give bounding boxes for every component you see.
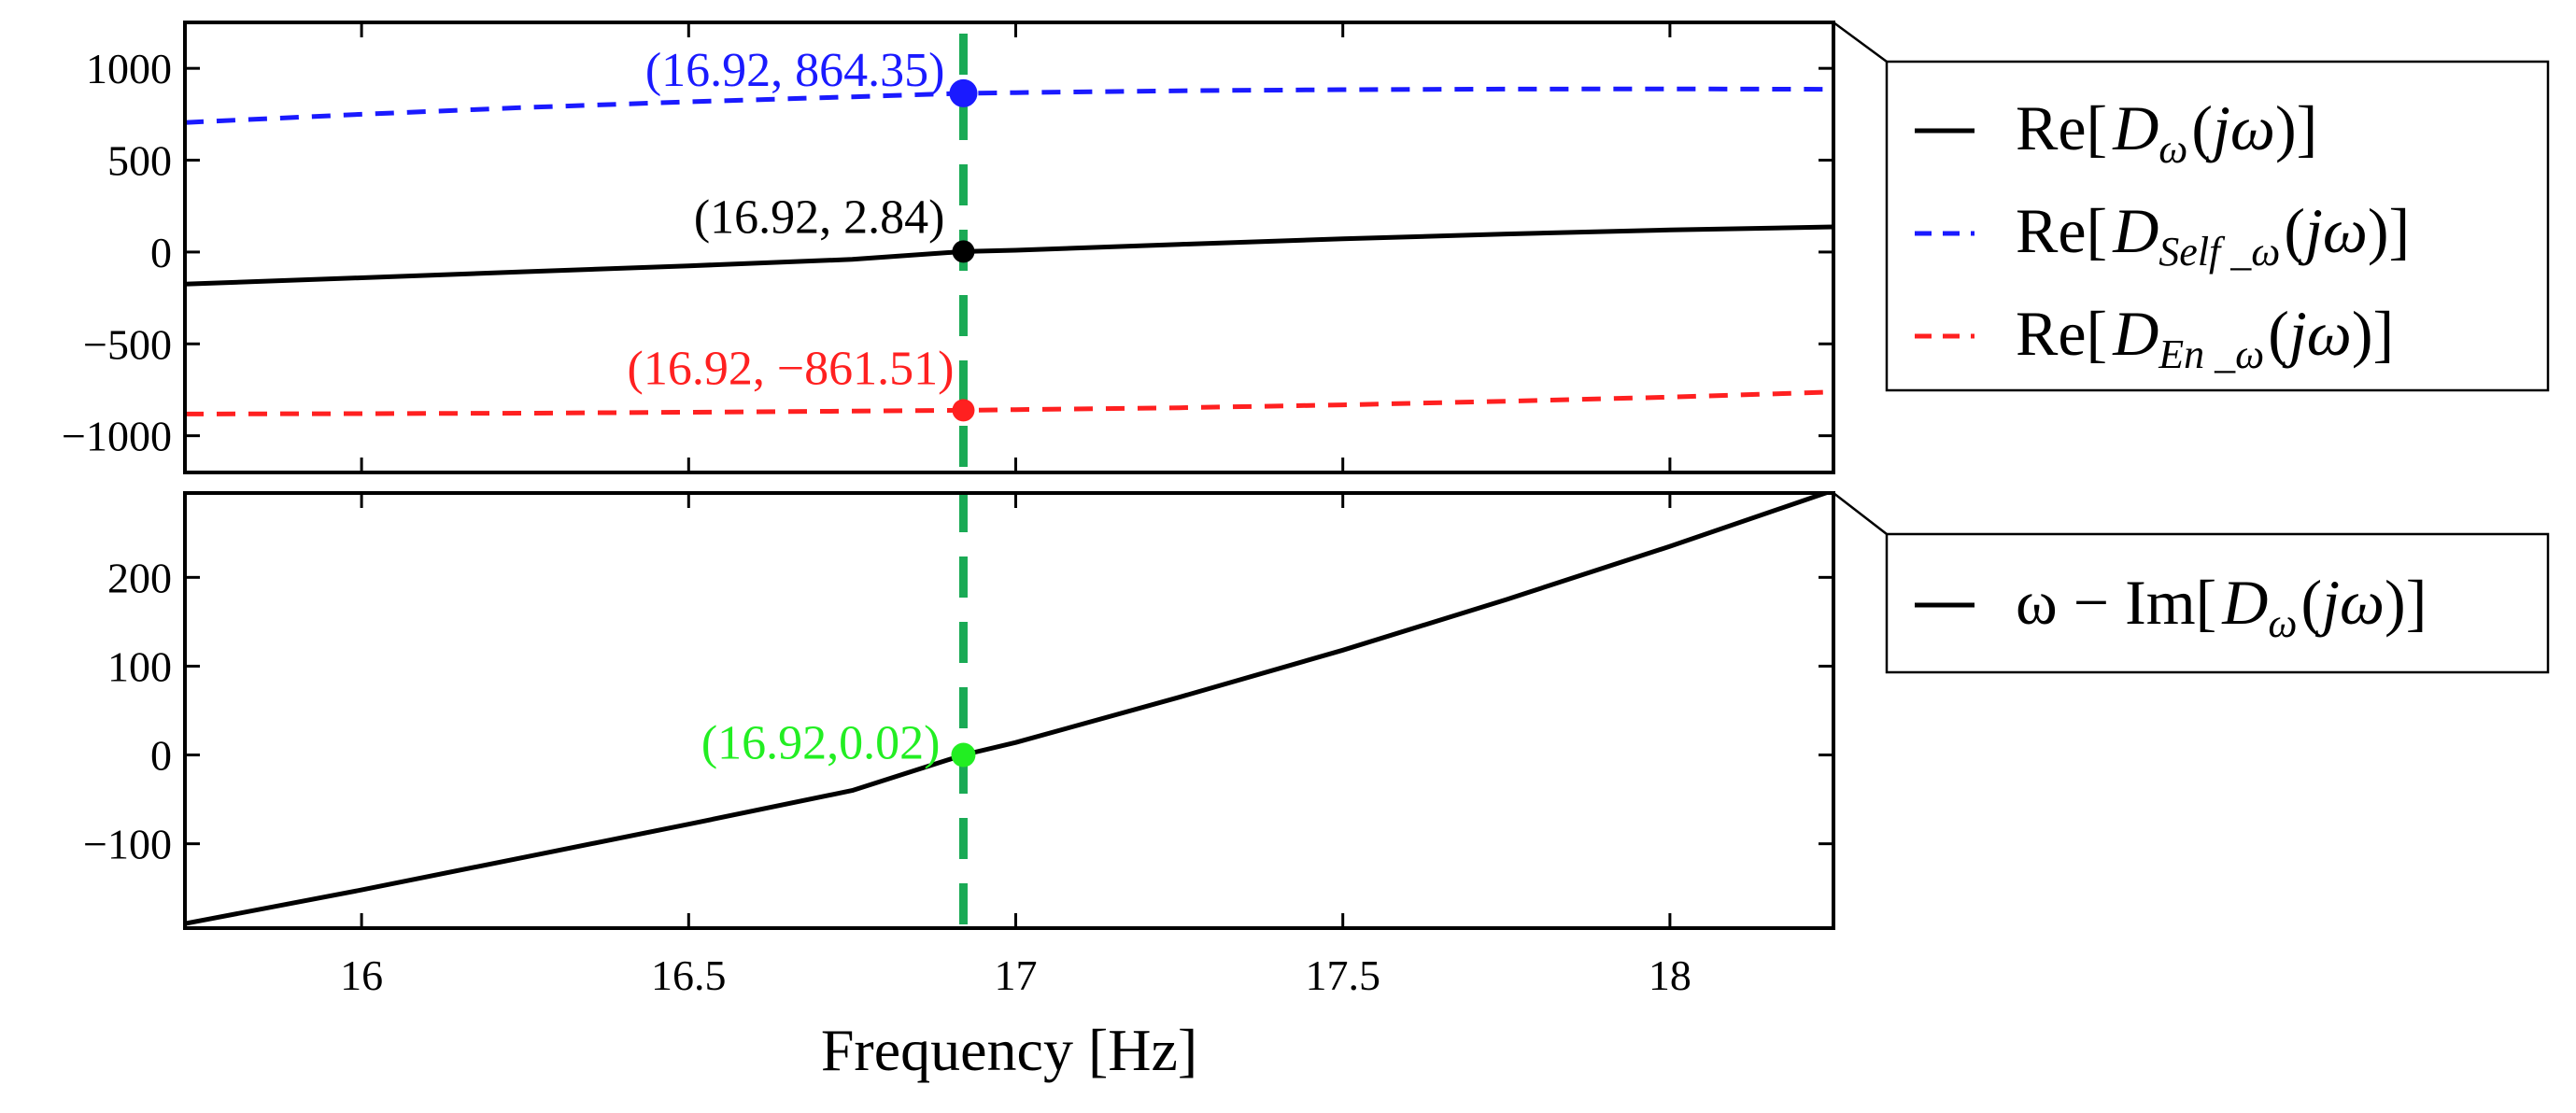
top-series-line-black [185, 224, 1833, 287]
bottom-legend-box [1885, 532, 2550, 674]
top-legend-label-0: Re[Dω(jω)] [2016, 92, 2317, 172]
top-ytick-label-minus500: −500 [83, 320, 172, 368]
bottom-legend-label-0: ω − Im[Dω(jω)] [2016, 567, 2427, 646]
bot-plot-frame [183, 491, 1835, 930]
top-marker-point-16-92-864-35 [949, 78, 978, 107]
top-ytick-label-0: 0 [150, 229, 172, 276]
top-ytick-label-1000: 1000 [86, 45, 172, 92]
top-series-line-blue [185, 86, 1833, 125]
bot-marker-point-16-92-0-02 [951, 742, 976, 768]
xtick-label-17-5: 17.5 [1305, 951, 1380, 999]
bot-annotation-16-92-0-02: (16.92,0.02) [701, 717, 941, 770]
top-legend-box [1885, 60, 2550, 392]
top-plot-frame [183, 21, 1835, 474]
top-marker-point-16-92-2-84 [952, 240, 975, 263]
top-legend-label-2: Re[DEn _ω(jω)] [2016, 298, 2394, 377]
top-legend-connector [1833, 21, 1888, 63]
bot-ytick-label-100: 100 [107, 642, 172, 690]
bot-ytick-label-0: 0 [150, 732, 172, 780]
xtick-label-18: 18 [1649, 951, 1691, 999]
bot-series-line-black [185, 493, 1833, 926]
top-annotation-16-92-2-84: (16.92, 2.84) [694, 190, 945, 244]
bot-ytick-label-minus100: −100 [83, 821, 172, 868]
top-annotation-16-92-864-35: (16.92, 864.35) [645, 44, 945, 97]
top-ytick-label-500: 500 [107, 137, 172, 185]
xtick-label-16-5: 16.5 [651, 951, 727, 999]
top-annotation-16-92-minus861-51: (16.92, −861.51) [628, 342, 955, 395]
bot-ytick-label-200: 200 [107, 554, 172, 601]
top-series-line-red [185, 389, 1833, 416]
top-marker-point-16-92-minus861-51 [952, 399, 975, 422]
xtick-label-16: 16 [340, 951, 383, 999]
x-axis-title: Frequency [Hz] [821, 1017, 1197, 1083]
top-ytick-label-minus1000: −1000 [62, 413, 172, 460]
xtick-label-17: 17 [995, 951, 1038, 999]
top-legend-label-1: Re[DSelf _ω(jω)] [2016, 195, 2410, 275]
bottom-legend-connector [1833, 492, 1888, 535]
